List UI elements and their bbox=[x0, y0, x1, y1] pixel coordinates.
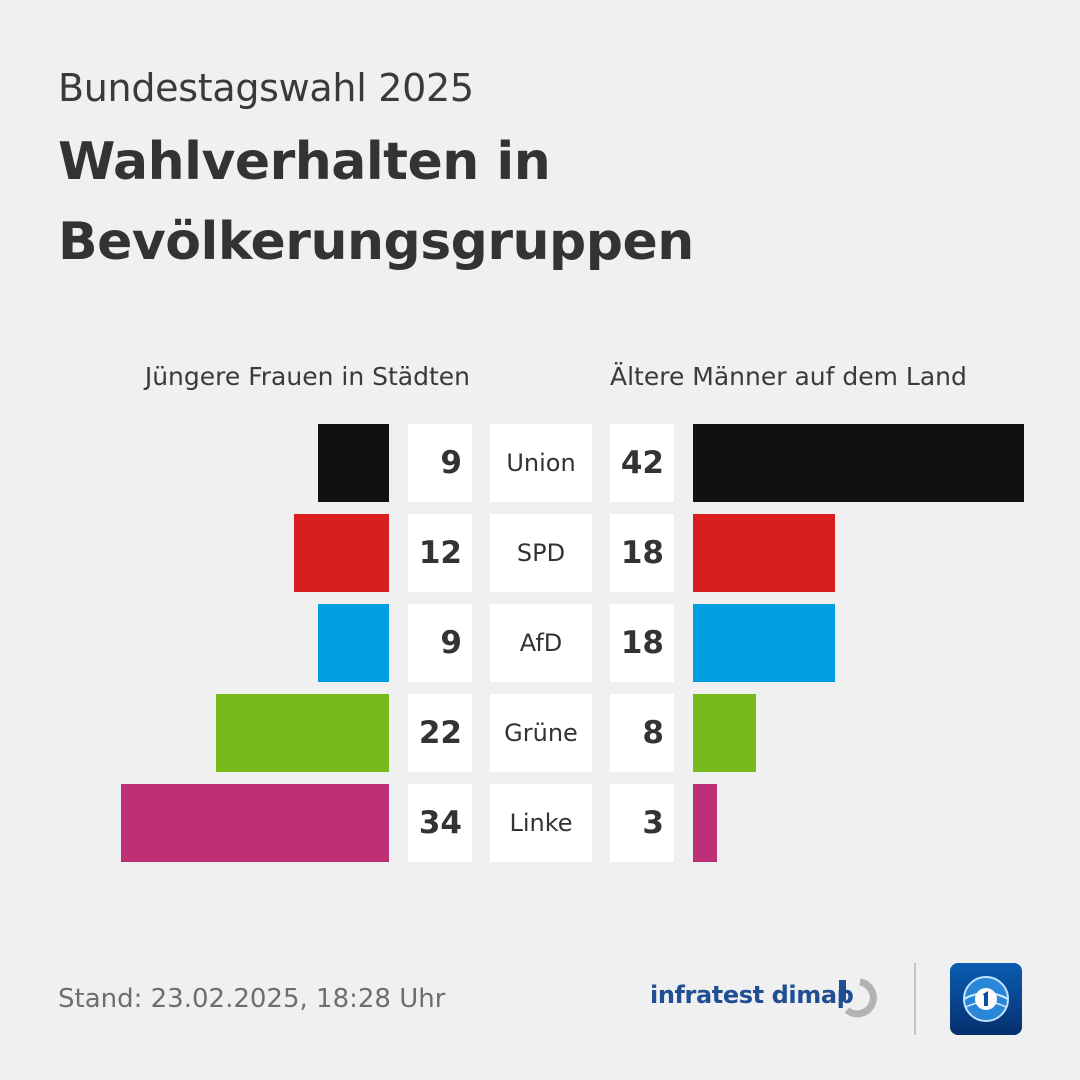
value-box-left: 12 bbox=[408, 514, 472, 592]
title-line-1: Wahlverhalten in bbox=[58, 132, 551, 192]
value-box-left: 22 bbox=[408, 694, 472, 772]
data-label-right: 42 bbox=[620, 445, 664, 481]
series-label-left: Jüngere Frauen in Städten bbox=[144, 362, 470, 391]
chart-row: 34 Linke 3 bbox=[0, 784, 1080, 862]
data-label-right: 18 bbox=[620, 625, 664, 661]
value-box-right: 18 bbox=[610, 514, 674, 592]
data-label-left: 9 bbox=[440, 445, 462, 481]
tagesschau-logo-icon bbox=[950, 963, 1022, 1035]
subtitle: Bundestagswahl 2025 bbox=[58, 66, 474, 110]
bar-left bbox=[318, 604, 389, 682]
bar-left bbox=[121, 784, 389, 862]
category-box: Grüne bbox=[490, 694, 592, 772]
data-label-left: 12 bbox=[418, 535, 462, 571]
category-box: SPD bbox=[490, 514, 592, 592]
data-label-right: 18 bbox=[620, 535, 664, 571]
infratest-dimap-logo-icon bbox=[839, 978, 877, 1018]
bar-right bbox=[693, 514, 835, 592]
category-box: Linke bbox=[490, 784, 592, 862]
chart-row: 22 Grüne 8 bbox=[0, 694, 1080, 772]
category-box: Union bbox=[490, 424, 592, 502]
category-label: Grüne bbox=[504, 719, 578, 747]
page-title: Wahlverhalten in Bevölkerungsgruppen bbox=[58, 122, 694, 282]
value-box-left: 9 bbox=[408, 424, 472, 502]
bar-left bbox=[294, 514, 389, 592]
data-label-right: 8 bbox=[642, 715, 664, 751]
value-box-left: 34 bbox=[408, 784, 472, 862]
value-box-right: 18 bbox=[610, 604, 674, 682]
value-box-right: 42 bbox=[610, 424, 674, 502]
footer-divider bbox=[914, 963, 916, 1035]
institute-name: infratest dimap bbox=[650, 981, 854, 1009]
data-label-right: 3 bbox=[642, 805, 664, 841]
timestamp: Stand: 23.02.2025, 18:28 Uhr bbox=[58, 984, 446, 1014]
category-box: AfD bbox=[490, 604, 592, 682]
value-box-right: 3 bbox=[610, 784, 674, 862]
title-line-2: Bevölkerungsgruppen bbox=[58, 212, 694, 272]
value-box-right: 8 bbox=[610, 694, 674, 772]
category-label: Linke bbox=[509, 809, 573, 837]
chart-row: 9 AfD 18 bbox=[0, 604, 1080, 682]
value-box-left: 9 bbox=[408, 604, 472, 682]
bar-right bbox=[693, 424, 1024, 502]
bar-left bbox=[215, 694, 389, 772]
data-label-left: 22 bbox=[418, 715, 462, 751]
bar-right bbox=[693, 784, 717, 862]
data-label-left: 34 bbox=[418, 805, 462, 841]
chart-row: 9 Union 42 bbox=[0, 424, 1080, 502]
bar-left bbox=[318, 424, 389, 502]
category-label: Union bbox=[506, 449, 576, 477]
data-label-left: 9 bbox=[440, 625, 462, 661]
category-label: SPD bbox=[516, 539, 566, 567]
bar-right bbox=[693, 694, 757, 772]
series-label-right: Ältere Männer auf dem Land bbox=[610, 362, 967, 391]
bar-right bbox=[693, 604, 835, 682]
category-label: AfD bbox=[519, 629, 563, 657]
chart-row: 12 SPD 18 bbox=[0, 514, 1080, 592]
